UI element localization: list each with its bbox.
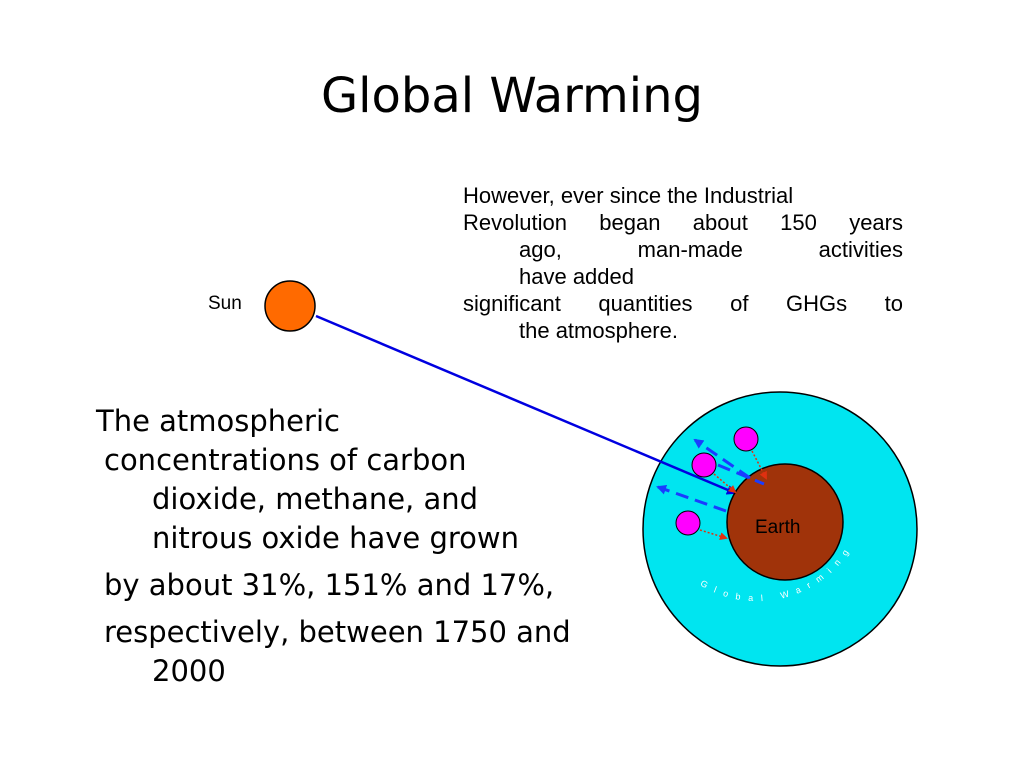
emission-arrow xyxy=(713,473,737,494)
paragraph-line: 2000 xyxy=(152,654,226,688)
paragraph-line: respectively, between 1750 and xyxy=(104,615,571,649)
emission-arrow xyxy=(751,450,767,480)
paragraph-line: Revolution began about 150 years xyxy=(463,210,903,235)
paragraph-line: by about 31%, 151% and 17%, xyxy=(104,568,555,602)
reflected-ray xyxy=(693,438,751,480)
paragraph-line: concentrations of carbon xyxy=(104,443,467,477)
slide-title: Global Warming xyxy=(320,68,704,124)
paragraph-line: ago, man-made activities xyxy=(519,237,903,262)
earth-label: Earth xyxy=(755,517,800,538)
ghg-molecule-icon xyxy=(691,452,717,478)
paragraph-line: have added xyxy=(519,264,634,289)
ghg-molecule-icon xyxy=(733,426,759,452)
paragraph-line: The atmospheric xyxy=(96,404,340,438)
earth-icon xyxy=(726,463,844,581)
concentrations-paragraph: The atmospheric concentrations of carbon… xyxy=(96,402,656,691)
paragraph-line: However, ever since the Industrial xyxy=(463,183,794,208)
emission-arrow xyxy=(699,529,728,541)
sun-icon xyxy=(264,280,316,332)
paragraph-line: dioxide, methane, and xyxy=(152,482,479,516)
paragraph-line: nitrous oxide have grown xyxy=(152,521,519,555)
reflected-ray xyxy=(656,484,727,513)
sun-label: Sun xyxy=(208,293,242,314)
reflected-ray xyxy=(717,463,765,486)
industrial-revolution-paragraph: However, ever since the Industrial Revol… xyxy=(463,182,903,344)
sunlight-ray xyxy=(315,314,737,495)
ghg-molecule-icon xyxy=(675,510,701,536)
paragraph-line: significant quantities of GHGs to xyxy=(463,291,903,316)
paragraph-line: the atmosphere. xyxy=(519,318,678,343)
